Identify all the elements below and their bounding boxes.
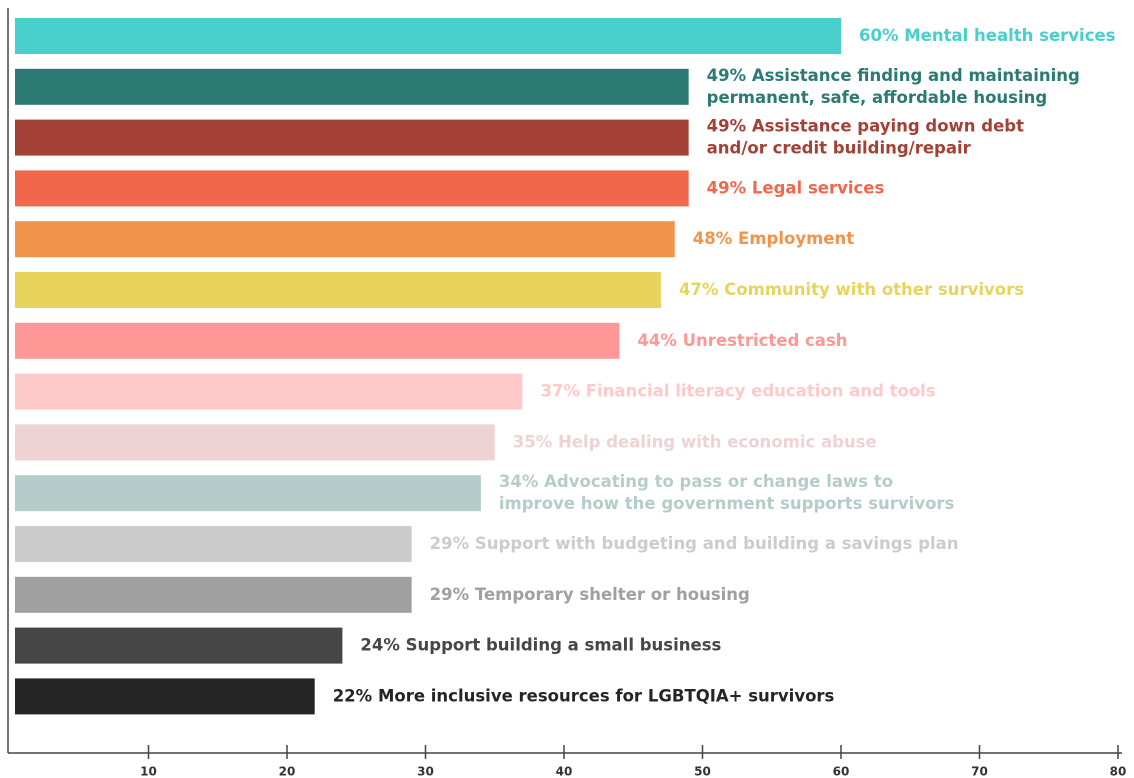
bar-label: 24% Support building a small business xyxy=(360,635,721,654)
category-label: Advocating to pass or change laws to xyxy=(544,472,893,491)
value-label: 47% xyxy=(679,280,719,299)
value-label: 29% xyxy=(430,534,470,553)
value-label: 29% xyxy=(430,584,470,603)
value-label: 35% xyxy=(513,432,553,451)
category-label: Financial literacy education and tools xyxy=(586,381,936,400)
x-tick-label: 70 xyxy=(971,765,988,778)
category-label: Community with other survivors xyxy=(724,280,1024,299)
category-label: improve how the government supports surv… xyxy=(499,494,955,513)
bar-label: 22% More inclusive resources for LGBTQIA… xyxy=(333,686,835,705)
category-label: Employment xyxy=(738,229,854,248)
value-label: 49% xyxy=(707,178,747,197)
bar xyxy=(15,18,841,54)
category-label: Support building a small business xyxy=(406,635,722,654)
value-label: 34% xyxy=(499,472,539,491)
bar-label: 60% Mental health services xyxy=(859,26,1116,45)
value-label: 49% xyxy=(707,116,747,135)
category-label: Mental health services xyxy=(904,26,1115,45)
category-label: and/or credit building/repair xyxy=(707,138,972,157)
bar-label: 35% Help dealing with economic abuse xyxy=(513,432,877,451)
category-label: Assistance finding and maintaining xyxy=(752,65,1080,84)
bar xyxy=(15,272,661,308)
bar xyxy=(15,627,343,664)
bar-label: 34% Advocating to pass or change laws to… xyxy=(499,472,955,513)
bar xyxy=(15,221,675,258)
value-label: 60% xyxy=(859,26,899,45)
bar-label: 49% Legal services xyxy=(707,178,885,197)
bar xyxy=(15,68,689,105)
bar xyxy=(15,424,495,461)
value-label: 44% xyxy=(637,330,677,349)
x-tick-label: 30 xyxy=(417,765,434,778)
x-tick-label: 40 xyxy=(556,765,573,778)
bar xyxy=(15,475,481,512)
bar xyxy=(15,119,689,156)
category-label: Unrestricted cash xyxy=(683,330,848,349)
category-label: Assistance paying down debt xyxy=(752,116,1024,135)
x-tick-label: 60 xyxy=(833,765,850,778)
category-label: More inclusive resources for LGBTQIA+ su… xyxy=(378,686,835,705)
bar xyxy=(15,322,620,359)
bar-label: 48% Employment xyxy=(693,229,854,248)
value-label: 22% xyxy=(333,686,373,705)
bar-label: 49% Assistance finding and maintaining pe… xyxy=(707,65,1080,106)
value-label: 24% xyxy=(360,635,400,654)
bar-label: 29% Temporary shelter or housing xyxy=(430,584,750,603)
category-label: permanent, safe, affordable housing xyxy=(707,87,1048,106)
bar xyxy=(15,526,412,562)
bar-label: 47% Community with other survivors xyxy=(679,280,1024,299)
bar xyxy=(15,170,689,207)
category-label: Legal services xyxy=(752,178,885,197)
category-label: Support with budgeting and building a sa… xyxy=(475,534,959,553)
category-label: Help dealing with economic abuse xyxy=(558,432,877,451)
bar-label: 37% Financial literacy education and too… xyxy=(540,381,935,400)
x-tick-label: 20 xyxy=(279,765,296,778)
bar-label: 29% Support with budgeting and building … xyxy=(430,534,959,553)
bar-label: 44% Unrestricted cash xyxy=(637,330,847,349)
category-label: Temporary shelter or housing xyxy=(475,584,750,603)
x-tick-label: 80 xyxy=(1110,765,1127,778)
bar-label: 49% Assistance paying down debt and/or cr… xyxy=(707,116,1024,157)
value-label: 49% xyxy=(707,65,747,84)
value-label: 48% xyxy=(693,229,733,248)
bar xyxy=(15,678,315,715)
x-tick-label: 10 xyxy=(140,765,157,778)
x-tick-label: 50 xyxy=(694,765,711,778)
bar xyxy=(15,373,523,410)
bar xyxy=(15,576,412,613)
value-label: 37% xyxy=(540,381,580,400)
